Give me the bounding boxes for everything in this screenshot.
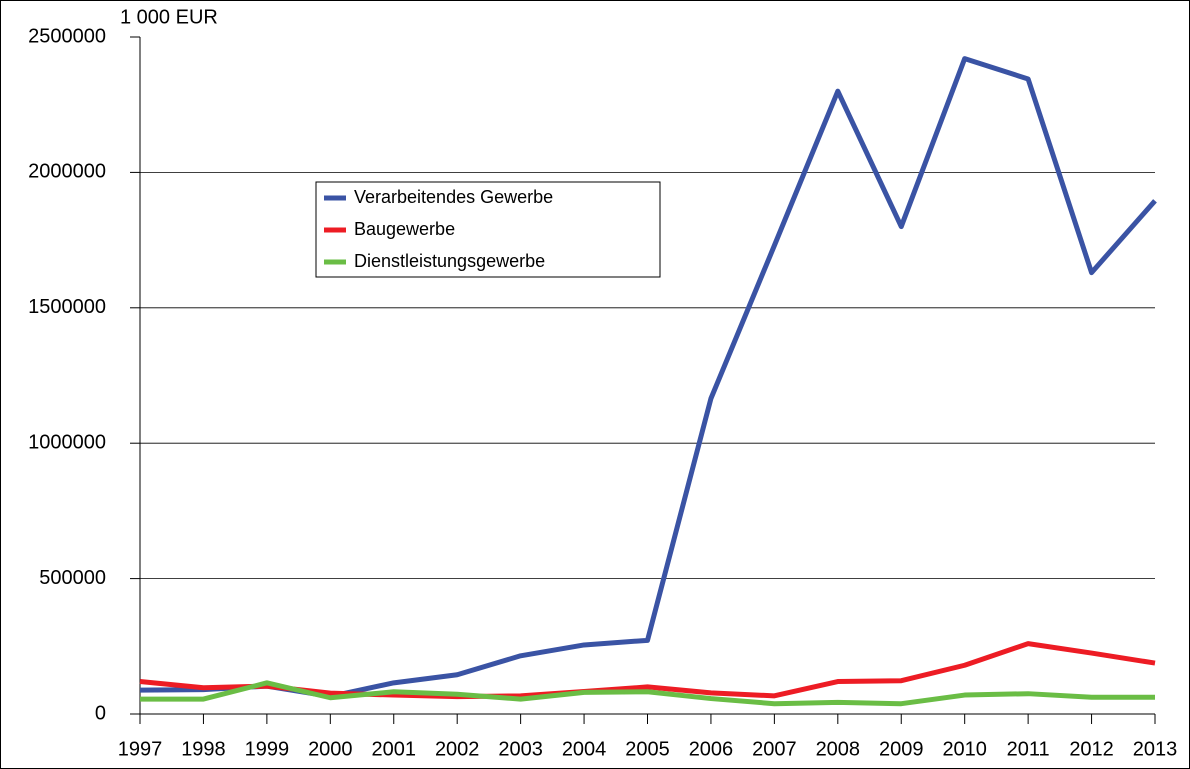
x-tick-label: 1999 [245, 738, 290, 760]
x-tick-label: 2005 [625, 738, 670, 760]
x-tick-label: 2002 [435, 738, 480, 760]
y-tick-label: 1000000 [28, 431, 106, 453]
x-tick-label: 2001 [372, 738, 417, 760]
x-tick-label: 1998 [181, 738, 226, 760]
legend-label: Verarbeitendes Gewerbe [354, 187, 553, 207]
x-tick-label: 2010 [942, 738, 987, 760]
x-tick-label: 2000 [308, 738, 353, 760]
y-tick-label: 2000000 [28, 161, 106, 183]
series-line [140, 680, 1155, 707]
legend: Verarbeitendes Gewerbe Baugewerbe Dienstle… [315, 181, 661, 278]
x-tick-label: 2006 [689, 738, 734, 760]
y-tick-label: 1500000 [28, 296, 106, 318]
x-tick-label: 2013 [1133, 738, 1178, 760]
x-tick-label: 2011 [1007, 738, 1050, 760]
x-tick-label: 2004 [562, 738, 607, 760]
x-tick-label: 2009 [879, 738, 924, 760]
legend-label: Dienstleistungsgewerbe [354, 251, 545, 271]
x-tick-label: 2008 [816, 738, 861, 760]
y-tick-label: 500000 [39, 567, 106, 589]
x-tick-label: 2003 [498, 738, 543, 760]
y-tick-label: 0 [95, 702, 106, 724]
x-tick-label: 2007 [752, 738, 797, 760]
x-tick-label: 2012 [1069, 738, 1114, 760]
legend-box [315, 181, 661, 278]
y-tick-label: 2500000 [28, 25, 106, 47]
x-tick-label: 1997 [118, 738, 163, 760]
legend-label: Baugewerbe [354, 219, 455, 239]
y-axis-unit: 1 000 EUR [120, 6, 218, 28]
